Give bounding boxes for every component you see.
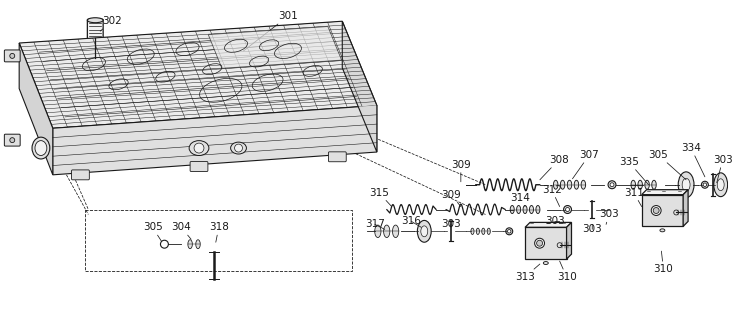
Text: 304: 304 — [171, 222, 191, 239]
Text: 303: 303 — [599, 210, 619, 224]
Text: 303: 303 — [545, 216, 564, 226]
Ellipse shape — [375, 225, 381, 238]
Ellipse shape — [631, 180, 636, 189]
Ellipse shape — [392, 225, 398, 238]
Ellipse shape — [581, 180, 586, 189]
Ellipse shape — [574, 180, 578, 189]
Ellipse shape — [10, 53, 15, 58]
Ellipse shape — [231, 142, 246, 154]
Polygon shape — [642, 190, 688, 195]
Text: 314: 314 — [510, 193, 530, 207]
Ellipse shape — [660, 229, 665, 232]
Ellipse shape — [87, 18, 103, 23]
Ellipse shape — [610, 183, 614, 187]
Ellipse shape — [529, 206, 534, 214]
Ellipse shape — [703, 183, 706, 187]
Text: 303: 303 — [441, 219, 461, 230]
Ellipse shape — [510, 206, 514, 214]
Text: 303: 303 — [713, 155, 733, 183]
Ellipse shape — [608, 181, 616, 189]
Ellipse shape — [194, 143, 204, 153]
Ellipse shape — [534, 238, 545, 248]
Text: 335: 335 — [619, 157, 648, 185]
Text: 309: 309 — [441, 190, 461, 207]
Ellipse shape — [653, 207, 659, 213]
Ellipse shape — [717, 179, 724, 191]
Ellipse shape — [678, 172, 694, 197]
Ellipse shape — [523, 206, 527, 214]
Text: 312: 312 — [542, 185, 562, 207]
Text: 311: 311 — [624, 188, 644, 207]
Ellipse shape — [645, 180, 649, 189]
Ellipse shape — [476, 228, 479, 234]
Ellipse shape — [565, 207, 570, 211]
Text: 308: 308 — [540, 155, 569, 180]
Ellipse shape — [638, 180, 642, 189]
Ellipse shape — [517, 206, 520, 214]
Polygon shape — [19, 21, 377, 128]
Ellipse shape — [537, 240, 542, 246]
Text: 305: 305 — [143, 222, 162, 241]
Ellipse shape — [32, 137, 50, 159]
Polygon shape — [343, 21, 377, 152]
Text: 301: 301 — [243, 11, 298, 51]
Polygon shape — [208, 26, 342, 68]
Text: 307: 307 — [573, 150, 599, 179]
Ellipse shape — [701, 181, 709, 188]
Polygon shape — [642, 195, 683, 226]
Polygon shape — [53, 105, 377, 175]
Ellipse shape — [674, 210, 678, 215]
Ellipse shape — [481, 228, 485, 234]
Polygon shape — [525, 227, 567, 259]
Ellipse shape — [543, 262, 548, 265]
Polygon shape — [683, 190, 688, 226]
Text: 305: 305 — [648, 150, 686, 180]
Text: 303: 303 — [582, 224, 602, 234]
FancyBboxPatch shape — [71, 170, 90, 180]
FancyBboxPatch shape — [87, 19, 103, 39]
Polygon shape — [567, 222, 572, 259]
Ellipse shape — [234, 144, 243, 152]
FancyBboxPatch shape — [190, 162, 208, 171]
Ellipse shape — [188, 240, 193, 249]
FancyBboxPatch shape — [4, 50, 20, 62]
Text: 317: 317 — [365, 219, 385, 230]
Polygon shape — [525, 222, 572, 227]
Text: 315: 315 — [369, 188, 392, 207]
FancyBboxPatch shape — [329, 152, 346, 162]
Text: 310: 310 — [653, 251, 673, 274]
Ellipse shape — [536, 206, 540, 214]
Ellipse shape — [384, 225, 390, 238]
Ellipse shape — [35, 141, 47, 156]
Ellipse shape — [652, 180, 656, 189]
Ellipse shape — [733, 183, 735, 186]
Ellipse shape — [682, 178, 690, 191]
Ellipse shape — [714, 173, 728, 197]
FancyBboxPatch shape — [4, 134, 20, 146]
Ellipse shape — [560, 180, 564, 189]
Text: 310: 310 — [556, 261, 576, 282]
Text: 313: 313 — [515, 264, 540, 282]
Ellipse shape — [487, 228, 490, 234]
Ellipse shape — [731, 182, 735, 188]
Ellipse shape — [421, 226, 428, 237]
Ellipse shape — [651, 206, 661, 216]
Ellipse shape — [506, 228, 513, 235]
Ellipse shape — [557, 243, 562, 248]
Ellipse shape — [508, 230, 511, 233]
Ellipse shape — [564, 206, 572, 213]
Text: 302: 302 — [100, 16, 122, 31]
Text: 309: 309 — [451, 160, 470, 182]
Ellipse shape — [417, 220, 431, 242]
Ellipse shape — [189, 141, 209, 156]
Text: 318: 318 — [209, 222, 229, 242]
Text: 316: 316 — [401, 216, 421, 227]
Text: 334: 334 — [681, 143, 705, 177]
Ellipse shape — [567, 180, 572, 189]
Ellipse shape — [553, 180, 558, 189]
Ellipse shape — [196, 240, 200, 249]
Polygon shape — [19, 43, 53, 175]
Ellipse shape — [471, 228, 474, 234]
Ellipse shape — [10, 138, 15, 143]
